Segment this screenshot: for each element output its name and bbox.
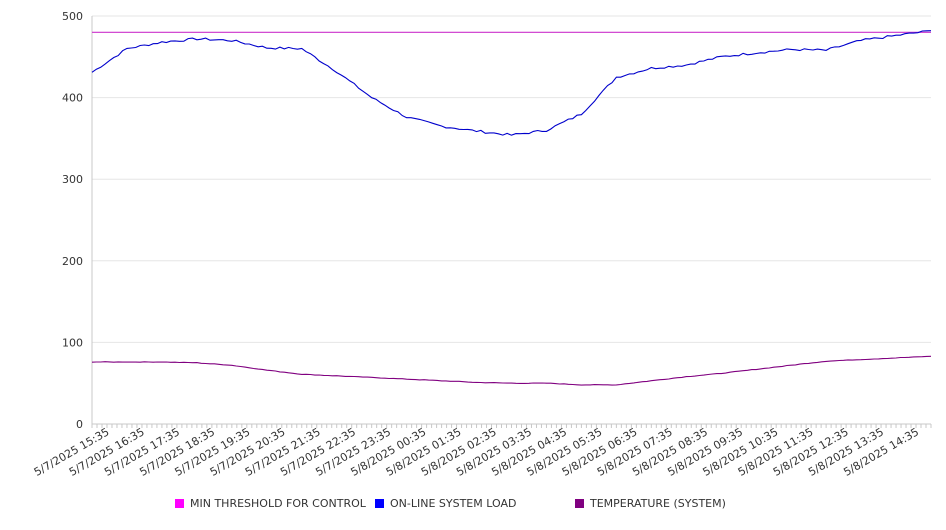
legend-item-system-load: ON-LINE SYSTEM LOAD: [375, 497, 516, 510]
y-tick-label: 500: [62, 10, 83, 23]
legend-swatch-system-load: [375, 499, 384, 508]
legend-item-temperature: TEMPERATURE (SYSTEM): [575, 497, 726, 510]
y-tick-label: 400: [62, 92, 83, 105]
legend-label-temperature: TEMPERATURE (SYSTEM): [590, 497, 726, 510]
y-tick-label: 0: [76, 418, 83, 431]
series-line-temperature-system: [91, 355, 932, 386]
series-line-on-line-system-load: [91, 30, 932, 136]
legend-swatch-min-threshold: [175, 499, 184, 508]
legend-label-system-load: ON-LINE SYSTEM LOAD: [390, 497, 517, 510]
y-tick-label: 200: [62, 255, 83, 268]
legend-label-min-threshold: MIN THRESHOLD FOR CONTROL: [190, 497, 366, 510]
legend-item-min-threshold: MIN THRESHOLD FOR CONTROL: [175, 497, 366, 510]
legend-swatch-temperature: [575, 499, 584, 508]
legend: MIN THRESHOLD FOR CONTROL ON-LINE SYSTEM…: [0, 497, 946, 515]
y-tick-label: 300: [62, 173, 83, 186]
y-tick-label: 100: [62, 336, 83, 349]
